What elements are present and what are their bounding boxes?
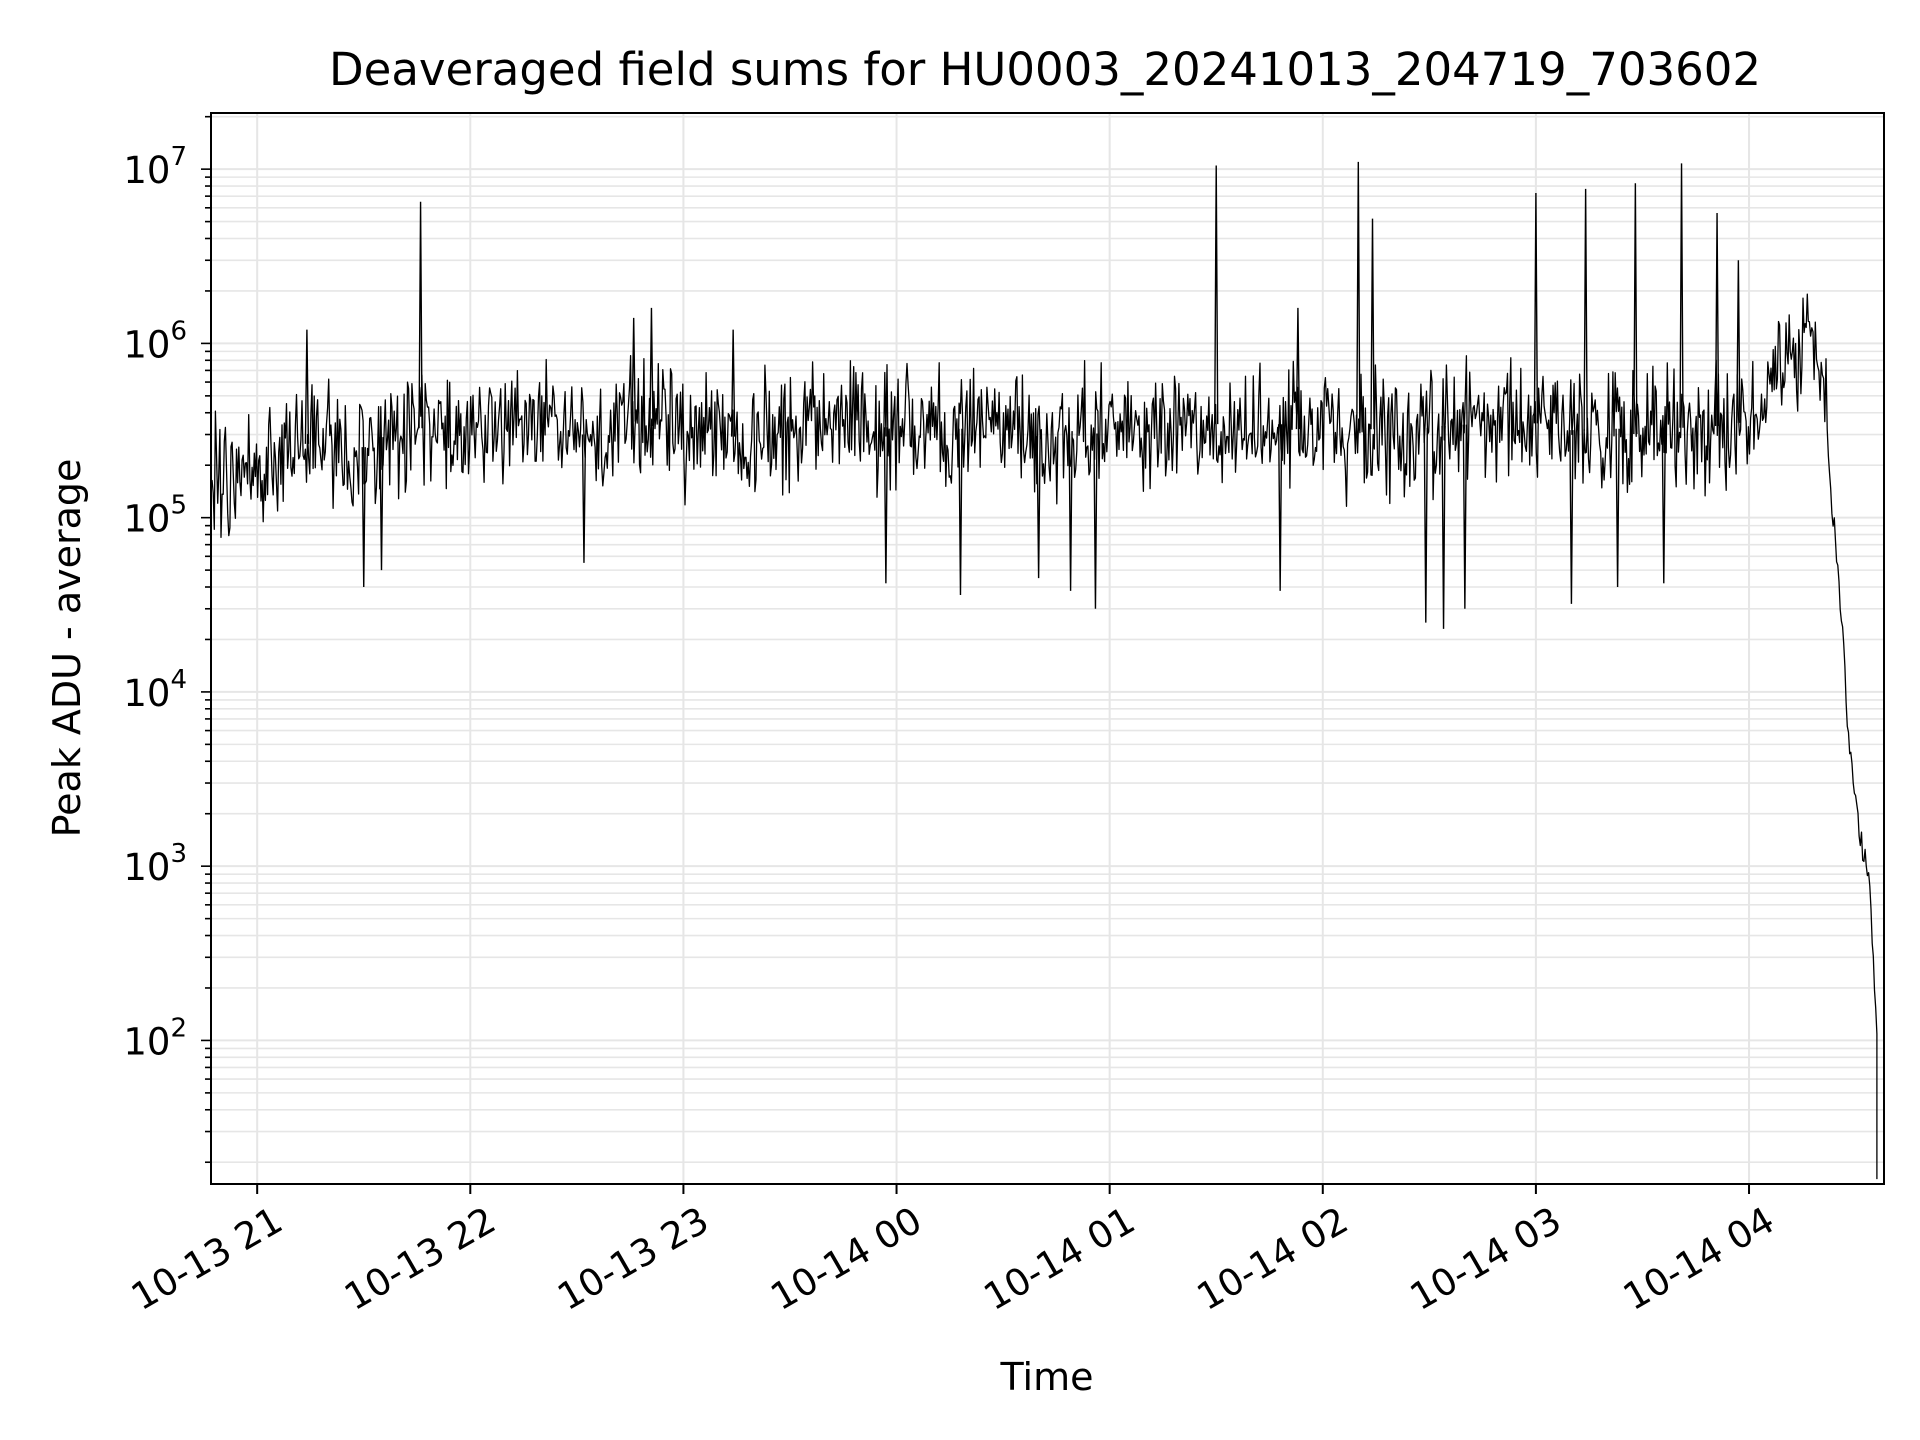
y-tick-label: 107 <box>123 142 187 192</box>
series-spike <box>1356 161 1361 431</box>
y-axis-label: Peak ADU - average <box>45 459 89 838</box>
y-tick-label: 103 <box>123 839 187 889</box>
series-spike <box>631 317 636 422</box>
series-spike <box>418 201 423 429</box>
series-dip <box>1277 424 1283 591</box>
series-spike <box>1714 213 1720 426</box>
series-dip <box>1068 431 1073 591</box>
series-dip <box>1569 430 1574 604</box>
series-line <box>210 293 1878 1180</box>
series-dip <box>1423 427 1428 623</box>
grid <box>211 113 1884 1184</box>
series-spike <box>1633 183 1638 435</box>
x-axis-label: Time <box>1000 1355 1094 1399</box>
series-spike <box>1583 188 1588 432</box>
y-tick-label: 104 <box>123 665 187 715</box>
chart-title: Deaveraged field sums for HU0003_2024101… <box>329 43 1761 96</box>
series-dip <box>361 447 366 588</box>
series-dip <box>379 437 384 571</box>
series-dip <box>1615 428 1620 588</box>
series-spike <box>1370 218 1375 430</box>
y-tick-label: 102 <box>123 1013 187 1063</box>
y-tick-label: 106 <box>123 316 187 366</box>
series-spike <box>1679 163 1684 428</box>
series-spike <box>730 329 736 437</box>
series-spike <box>304 329 310 444</box>
y-tick-label: 105 <box>123 491 187 541</box>
series-spike <box>1736 260 1741 423</box>
series-spike <box>1214 165 1219 425</box>
series-spike <box>649 307 654 426</box>
series-spike <box>1295 307 1301 430</box>
series-dip <box>581 434 587 563</box>
plot-frame <box>210 112 1885 1185</box>
series-spike <box>1533 192 1539 424</box>
